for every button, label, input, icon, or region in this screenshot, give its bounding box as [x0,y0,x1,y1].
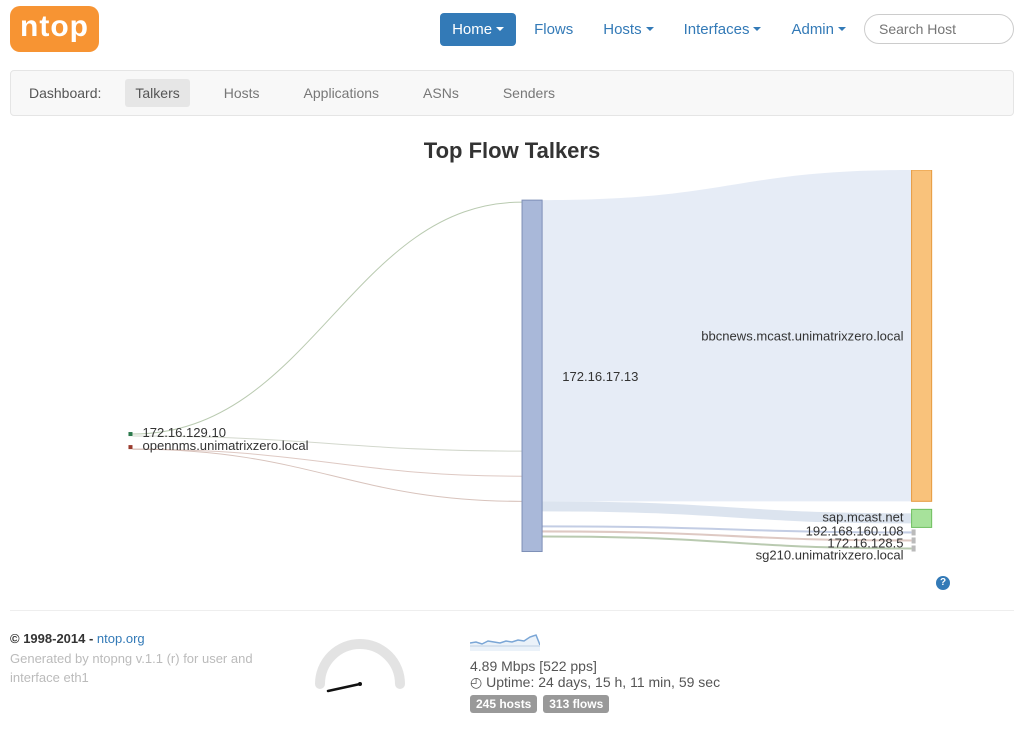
tab-hosts-label: Hosts [224,85,260,101]
tab-applications-label: Applications [304,85,380,101]
nav-interfaces-label: Interfaces [684,21,750,38]
gauge [310,629,440,697]
search-input[interactable] [864,14,1014,44]
footer-separator [10,610,1014,611]
badge-flows: 313 flows [543,695,609,713]
src-node-label: opennms.unimatrixzero.local [143,438,309,453]
tab-asns-label: ASNs [423,85,459,101]
gauge-needle [328,684,360,691]
tabstrip-label: Dashboard: [29,85,101,101]
nav-flows[interactable]: Flows [522,13,585,46]
dst-node-label: sap.mcast.net [822,509,904,524]
tab-talkers[interactable]: Talkers [125,79,189,107]
nav-admin[interactable]: Admin [779,13,858,46]
dst-node-label: sg210.unimatrixzero.local [756,548,904,563]
badge-hosts: 245 hosts [470,695,537,713]
dst-node[interactable] [912,529,916,535]
dst-node[interactable] [912,537,916,543]
page-title: Top Flow Talkers [10,138,1014,164]
throughput-rate: 4.89 Mbps [522 pps] [470,658,1014,674]
nav-hosts-label: Hosts [603,21,641,38]
sankey-chart: 172.16.129.10opennms.unimatrixzero.local… [10,170,1014,580]
tab-hosts[interactable]: Hosts [214,79,270,107]
logo[interactable]: ntop [10,6,99,52]
ntop-link[interactable]: ntop.org [97,631,145,646]
gauge-pivot [358,682,362,686]
clock-icon: ◴ [470,674,482,690]
src-node[interactable] [128,432,132,436]
help-icon[interactable]: ? [936,576,950,590]
tab-senders[interactable]: Senders [493,79,565,107]
uptime: Uptime: 24 days, 15 h, 11 min, 59 sec [486,674,720,690]
sparkline [470,629,1014,654]
flow-link [132,202,522,434]
nav-flows-label: Flows [534,21,573,38]
dst-node[interactable] [912,545,916,551]
copyright-prefix: © 1998-2014 - [10,631,97,646]
nav-home-label: Home [452,21,492,38]
dst-node[interactable] [912,170,932,501]
tab-talkers-label: Talkers [135,85,179,101]
chevron-down-icon [646,27,654,31]
dst-node[interactable] [912,509,932,527]
src-node[interactable] [128,445,132,449]
chevron-down-icon [838,27,846,31]
generated-by: Generated by ntopng v.1.1 (r) for user a… [10,649,280,688]
nav-home[interactable]: Home [440,13,516,46]
flow-link [132,449,522,476]
tab-asns[interactable]: ASNs [413,79,469,107]
mid-node[interactable] [522,200,542,551]
dst-node-label: bbcnews.mcast.unimatrixzero.local [701,329,903,344]
top-nav: Home Flows Hosts Interfaces Admin [440,13,1014,46]
chevron-down-icon [753,27,761,31]
footer-left: © 1998-2014 - ntop.org Generated by ntop… [10,629,280,688]
chevron-down-icon [496,27,504,31]
mid-node-label: 172.16.17.13 [562,369,638,384]
nav-hosts[interactable]: Hosts [591,13,665,46]
gauge-arc [320,644,400,684]
tab-senders-label: Senders [503,85,555,101]
logo-text: ntop [20,10,89,43]
footer: © 1998-2014 - ntop.org Generated by ntop… [10,629,1014,713]
tab-applications[interactable]: Applications [294,79,390,107]
nav-admin-label: Admin [791,21,834,38]
dashboard-tabstrip: Dashboard: Talkers Hosts Applications AS… [10,70,1014,116]
nav-interfaces[interactable]: Interfaces [672,13,774,46]
